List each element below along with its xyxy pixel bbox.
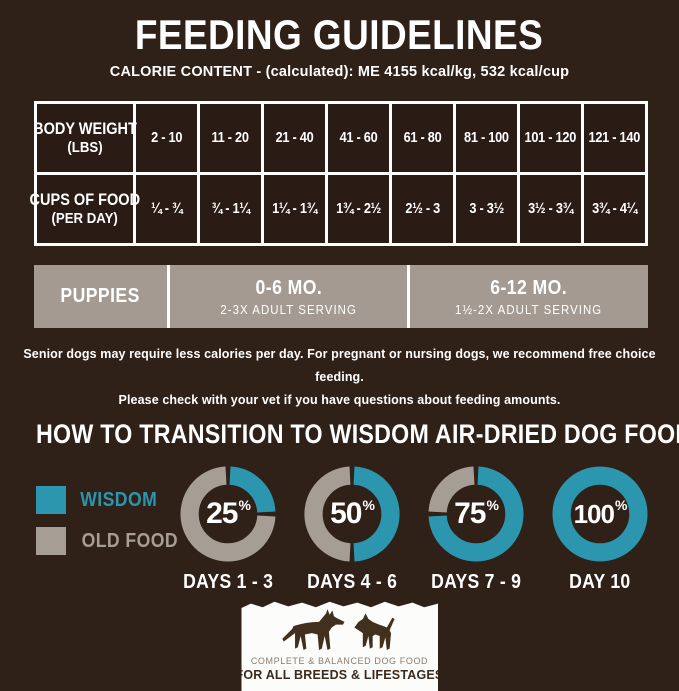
- legend-item-wisdom: WISDOM: [36, 486, 166, 514]
- puppies-label-cell: PUPPIES: [34, 265, 167, 328]
- cups-cell: ¼ - ¾: [136, 175, 197, 243]
- chart-legend: WISDOM OLD FOOD: [36, 486, 178, 568]
- old-food-swatch-icon: [36, 527, 66, 555]
- legend-label-wisdom: WISDOM: [80, 488, 158, 511]
- donut-day-10: 100% DAY 10: [538, 466, 662, 594]
- table-header-cups-of-food: CUPS OF FOOD (PER DAY): [30, 175, 140, 243]
- puppies-bar: PUPPIES 0-6 MO. 2-3X ADULT SERVING 6-12 …: [34, 265, 648, 328]
- legend-item-old-food: OLD FOOD: [36, 527, 178, 555]
- donut-label: DAY 10: [569, 571, 631, 593]
- weight-cell: 2 - 10: [136, 104, 197, 172]
- transition-heading: HOW TO TRANSITION TO WISDOM AIR-DRIED DO…: [36, 419, 679, 449]
- wisdom-swatch-icon: [36, 486, 66, 514]
- donut-value: 75%: [454, 497, 499, 530]
- cups-cell: 3½ - 3¾: [520, 175, 581, 243]
- donut-chart-50: 50%: [304, 466, 400, 562]
- brand-line-1: COMPLETE & BALANCED DOG FOOD: [250, 656, 429, 666]
- cups-cell: ¾ - 1¼: [200, 175, 261, 243]
- donut-ring-icon: [304, 466, 400, 562]
- donut-label: DAYS 1 - 3: [182, 571, 274, 593]
- donut-days-4-6: 50% DAYS 4 - 6: [290, 466, 414, 594]
- donut-label: DAYS 7 - 9: [430, 571, 522, 593]
- donut-chart-75: 75%: [428, 466, 524, 562]
- small-dog-icon: [354, 613, 395, 651]
- weight-cell: 81 - 100: [456, 104, 517, 172]
- cups-cell: 1¾ - 2½: [328, 175, 389, 243]
- donut-label: DAYS 4 - 6: [306, 571, 398, 593]
- feeding-table: BODY WEIGHT (LBS) 2 - 10 11 - 20 21 - 40…: [30, 101, 648, 246]
- note-line-1: Senior dogs may require less calories pe…: [23, 347, 656, 384]
- brand-label: COMPLETE & BALANCED DOG FOOD FOR ALL BRE…: [241, 601, 438, 691]
- body-weight-label: BODY WEIGHT: [33, 120, 137, 138]
- cups-cell: 2½ - 3: [392, 175, 453, 243]
- donut-ring-icon: [428, 466, 524, 562]
- transition-chart: WISDOM OLD FOOD 25% DAYS 1 - 3 50% DAYS …: [0, 466, 679, 594]
- calorie-content-subtitle: CALORIE CONTENT - (calculated): ME 4155 …: [109, 64, 570, 80]
- puppies-6-12-cell: 6-12 MO. 1½-2X ADULT SERVING: [410, 265, 648, 328]
- puppies-0-6-cell: 0-6 MO. 2-3X ADULT SERVING: [170, 265, 407, 328]
- donut-value: 50%: [330, 497, 375, 530]
- per-day-label: (PER DAY): [51, 210, 119, 227]
- feeding-notes: Senior dogs may require less calories pe…: [0, 343, 679, 412]
- legend-label-old-food: OLD FOOD: [81, 529, 178, 552]
- cups-cell: 1¼ - 1¾: [264, 175, 325, 243]
- page-title: FEEDING GUIDELINES: [135, 11, 544, 58]
- weight-cell: 11 - 20: [200, 104, 261, 172]
- table-header-body-weight: BODY WEIGHT (LBS): [33, 104, 137, 172]
- weight-cell: 121 - 140: [584, 104, 645, 172]
- weight-cell: 61 - 80: [392, 104, 453, 172]
- donut-chart-25: 25%: [180, 466, 276, 562]
- cups-cell: 3 - 3½: [456, 175, 517, 243]
- donut-value: 100%: [573, 497, 628, 529]
- donut-days-1-3: 25% DAYS 1 - 3: [166, 466, 290, 594]
- lbs-label: (LBS): [67, 139, 103, 156]
- cups-cell: 3¾ - 4¼: [584, 175, 645, 243]
- note-line-2: Please check with your vet if you have q…: [118, 393, 561, 407]
- donut-days-7-9: 75% DAYS 7 - 9: [414, 466, 538, 594]
- donut-ring-icon: [180, 466, 276, 562]
- weight-cell: 41 - 60: [328, 104, 389, 172]
- donut-ring-icon: [552, 466, 648, 562]
- donut-value: 25%: [206, 497, 251, 530]
- weight-cell: 21 - 40: [264, 104, 325, 172]
- weight-cell: 101 - 120: [520, 104, 581, 172]
- donut-chart-100: 100%: [552, 466, 648, 562]
- two-dogs-icon: [282, 609, 395, 651]
- large-dog-icon: [282, 609, 345, 651]
- cups-of-food-label: CUPS OF FOOD: [29, 191, 141, 209]
- brand-line-2: FOR ALL BREEDS & LIFESTAGES: [235, 668, 444, 682]
